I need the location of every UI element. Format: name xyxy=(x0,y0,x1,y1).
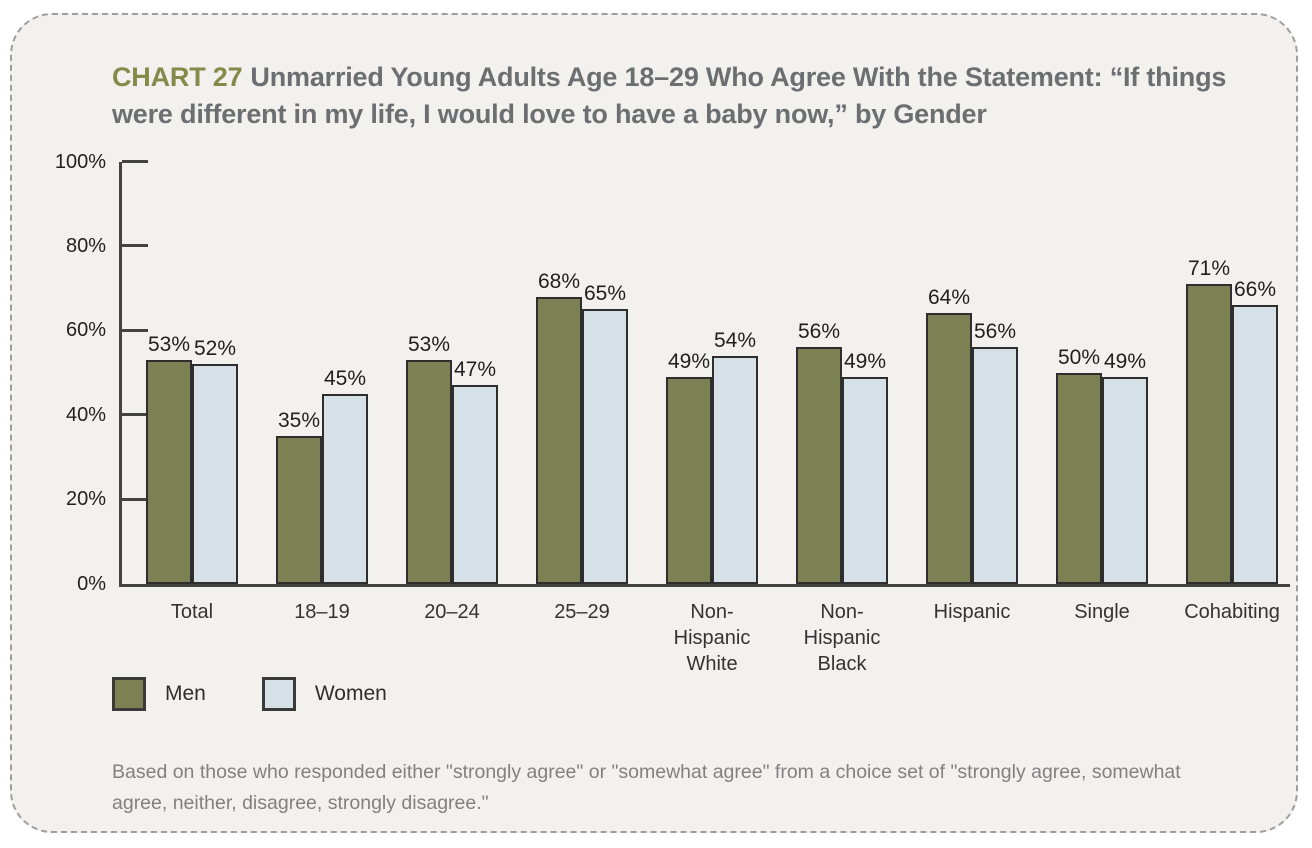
women-bar-column: 66% xyxy=(1232,279,1278,584)
women-bar xyxy=(322,393,368,584)
legend-item-men: Men xyxy=(112,676,206,711)
men-bar-value-label: 53% xyxy=(407,332,451,356)
men-bar xyxy=(276,435,322,584)
women-bar xyxy=(712,355,758,584)
legend-women-label: Women xyxy=(314,681,387,705)
women-bar-value-label: 56% xyxy=(973,320,1017,344)
women-bar-value-label: 52% xyxy=(193,337,237,361)
legend-men-swatch xyxy=(112,676,146,711)
y-axis-tick xyxy=(122,413,148,417)
category-label: 25–29 xyxy=(554,600,610,623)
men-bar xyxy=(1186,283,1232,584)
women-bar-value-label: 54% xyxy=(713,328,757,352)
category-label: Non- Hispanic Black xyxy=(803,600,881,676)
chart-title-text: Unmarried Young Adults Age 18–29 Who Agr… xyxy=(112,62,1227,130)
women-bar-column: 54% xyxy=(712,330,758,584)
men-bar xyxy=(536,296,582,584)
bar-group: 35% 45% 18–19 xyxy=(276,368,368,623)
y-axis-tick xyxy=(122,328,148,332)
legend-item-women: Women xyxy=(261,676,387,711)
y-axis-label: 40% xyxy=(65,403,106,426)
chart-number-label: CHART 27 xyxy=(112,62,243,92)
legend-women-swatch xyxy=(261,676,296,711)
men-bar xyxy=(796,347,842,584)
men-bar-column: 56% xyxy=(796,320,842,584)
men-bar-column: 64% xyxy=(926,286,972,584)
men-bar-column: 68% xyxy=(536,271,582,584)
y-axis-tick xyxy=(122,497,148,501)
bar-group: 64% 56% Hispanic xyxy=(926,286,1018,623)
category-label: Non- Hispanic White xyxy=(673,600,751,676)
women-bar-value-label: 66% xyxy=(1233,277,1277,301)
men-bar xyxy=(146,359,192,584)
category-label: 20–24 xyxy=(424,600,480,623)
men-bar-column: 53% xyxy=(146,334,192,584)
women-bar-value-label: 49% xyxy=(843,349,887,373)
y-axis-tick xyxy=(122,160,148,163)
men-bar-value-label: 50% xyxy=(1057,345,1101,369)
men-bar-column: 49% xyxy=(666,351,712,584)
men-bar xyxy=(666,376,712,584)
women-bar xyxy=(452,385,498,584)
bar-group: 53% 52% Total xyxy=(146,334,238,623)
women-bar-value-label: 49% xyxy=(1103,349,1147,373)
women-bar-column: 47% xyxy=(452,358,498,584)
men-bar-value-label: 68% xyxy=(537,269,581,293)
men-bar-column: 35% xyxy=(276,410,322,584)
women-bar-column: 49% xyxy=(842,351,888,584)
y-axis-label: 100% xyxy=(54,150,106,173)
bar-group: 68% 65% 25–29 xyxy=(536,271,628,623)
women-bar-value-label: 45% xyxy=(323,366,367,390)
y-axis-label: 20% xyxy=(65,488,106,511)
men-bar-value-label: 49% xyxy=(667,349,711,373)
y-axis-tick xyxy=(122,244,148,248)
legend-men-label: Men xyxy=(165,681,206,705)
men-bar-value-label: 64% xyxy=(927,286,971,310)
bar-group: 53% 47% 20–24 xyxy=(406,334,498,623)
women-bar xyxy=(842,376,888,584)
women-bar-column: 49% xyxy=(1102,351,1148,584)
bar-groups: 53% 52% Total 35% 45% 18–19 53% 47% 20–24 68% 65% 2… xyxy=(122,162,1280,675)
men-bar-column: 50% xyxy=(1056,347,1102,584)
footnote: Based on those who responded either "str… xyxy=(112,760,1181,815)
category-label: Single xyxy=(1074,600,1130,623)
women-bar xyxy=(1232,304,1278,584)
category-label: Hispanic xyxy=(933,600,1011,623)
women-bar xyxy=(972,347,1018,584)
bar-group: 71% 66% Cohabiting xyxy=(1184,258,1280,623)
men-bar-column: 71% xyxy=(1186,258,1232,584)
men-bar-value-label: 35% xyxy=(277,408,321,432)
y-axis-label: 60% xyxy=(65,319,106,342)
women-bar-value-label: 47% xyxy=(453,358,497,382)
men-bar-column: 53% xyxy=(406,334,452,584)
women-bar-column: 65% xyxy=(582,282,628,584)
category-label: Cohabiting xyxy=(1184,600,1280,623)
plot-area: 0% 20% 40% 60% 80% 100% 53% 52% Total 35% 45% 18–19… xyxy=(55,152,1290,675)
men-bar-value-label: 56% xyxy=(797,320,841,344)
bar-group: 49% 54% Non- Hispanic White xyxy=(666,330,758,675)
women-bar xyxy=(582,309,628,584)
category-label: 18–19 xyxy=(294,600,350,623)
y-axis-label: 80% xyxy=(65,234,106,257)
women-bar-column: 52% xyxy=(192,337,238,584)
chart-title: CHART 27 Unmarried Young Adults Age 18–29… xyxy=(112,59,1236,134)
men-bar xyxy=(406,359,452,584)
category-label: Total xyxy=(170,600,214,623)
legend: Men Women xyxy=(112,676,1296,711)
women-bar xyxy=(1102,376,1148,584)
y-axis-label: 0% xyxy=(77,572,106,595)
women-bar xyxy=(192,364,238,584)
men-bar xyxy=(1056,372,1102,584)
men-bar xyxy=(926,313,972,584)
men-bar-value-label: 53% xyxy=(147,332,191,356)
bar-group: 50% 49% Single xyxy=(1056,347,1148,623)
women-bar-column: 56% xyxy=(972,320,1018,584)
chart-card: CHART 27 Unmarried Young Adults Age 18–29… xyxy=(10,13,1298,833)
men-bar-value-label: 71% xyxy=(1187,256,1231,280)
women-bar-value-label: 65% xyxy=(583,282,627,306)
bar-group: 56% 49% Non- Hispanic Black xyxy=(796,320,888,675)
women-bar-column: 45% xyxy=(322,368,368,584)
